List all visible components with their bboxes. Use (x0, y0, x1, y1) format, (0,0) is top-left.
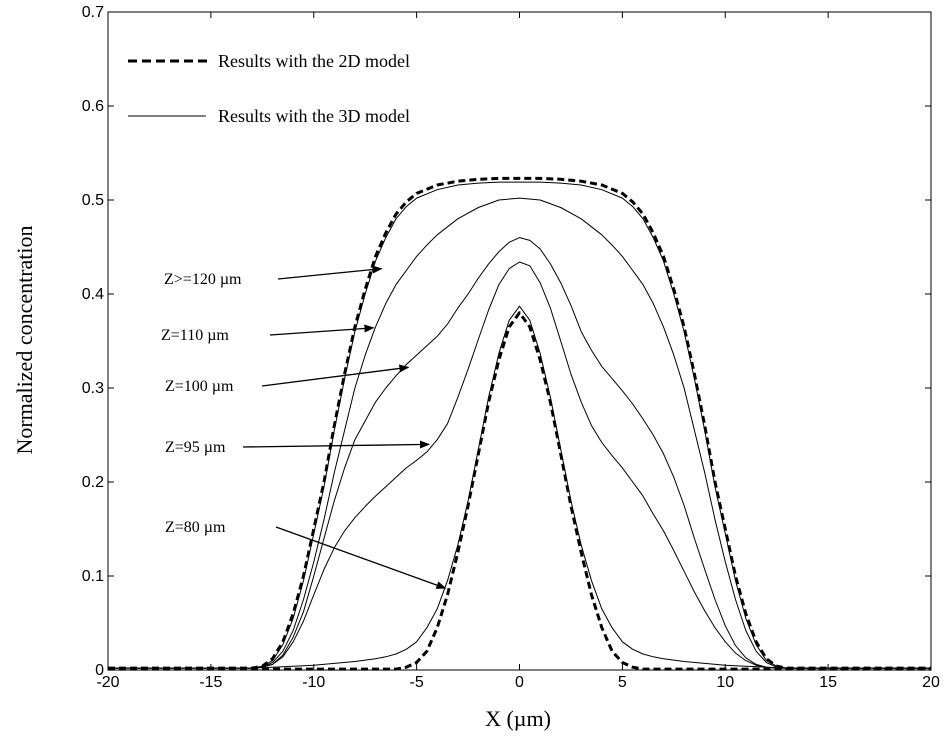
x-tick-label: 15 (819, 674, 837, 691)
y-tick-label: 0.7 (82, 4, 104, 21)
legend: Results with the 2D model Results with t… (128, 51, 410, 126)
annotation-arrow (269, 324, 375, 336)
series-line-2d (108, 176, 931, 670)
y-tick-label: 0.4 (82, 286, 104, 303)
annotation-label: Z=110 µm (161, 327, 229, 344)
x-tick-label: 20 (922, 674, 940, 691)
x-tick-label: 10 (716, 674, 734, 691)
annotation-arrow (261, 364, 410, 387)
x-tick-label: -15 (199, 674, 222, 691)
annotation-label: Z=80 µm (165, 519, 226, 536)
plot-frame (107, 11, 932, 671)
y-tick-label: 0.2 (82, 474, 104, 491)
annotation-arrow (277, 265, 383, 280)
annotation-label: Z>=120 µm (164, 271, 242, 288)
y-tick-label: 0.3 (82, 380, 104, 397)
series-line-3d (108, 305, 931, 669)
x-axis-label: X (µm) (485, 706, 551, 731)
y-tick-label: 0.6 (82, 98, 104, 115)
x-tick-label: -5 (410, 674, 424, 691)
x-tick-label: 5 (618, 674, 627, 691)
axis-ticks: -20 -15 -10 -5 0 5 10 15 20 0 0.1 0.2 0.3 0.4 0.5 0.6 0.… (82, 4, 940, 691)
y-tick-label: 0 (95, 662, 104, 679)
annotation-arrow (242, 440, 430, 449)
annotation-arrow (275, 526, 447, 589)
series-line-3d (108, 181, 931, 669)
y-tick-label: 0.1 (82, 568, 104, 585)
x-tick-label: -20 (96, 674, 119, 691)
series-group (108, 176, 931, 671)
y-tick-label: 0.5 (82, 192, 104, 209)
series-line-2d (108, 311, 931, 671)
y-axis-label: Normalized concentration (12, 225, 37, 454)
series-line-3d (108, 237, 931, 669)
annotation-label: Z=95 µm (165, 439, 226, 456)
annotations: Z>=120 µm Z=110 µm Z=100 µm Z=95 µm Z=80 µm (161, 265, 447, 589)
annotation-label: Z=100 µm (165, 378, 234, 395)
series-line-3d (108, 197, 931, 669)
legend-label-3d: Results with the 3D model (218, 106, 410, 126)
x-tick-label: -10 (302, 674, 325, 691)
x-tick-label: 0 (515, 674, 524, 691)
legend-label-2d: Results with the 2D model (218, 51, 410, 71)
